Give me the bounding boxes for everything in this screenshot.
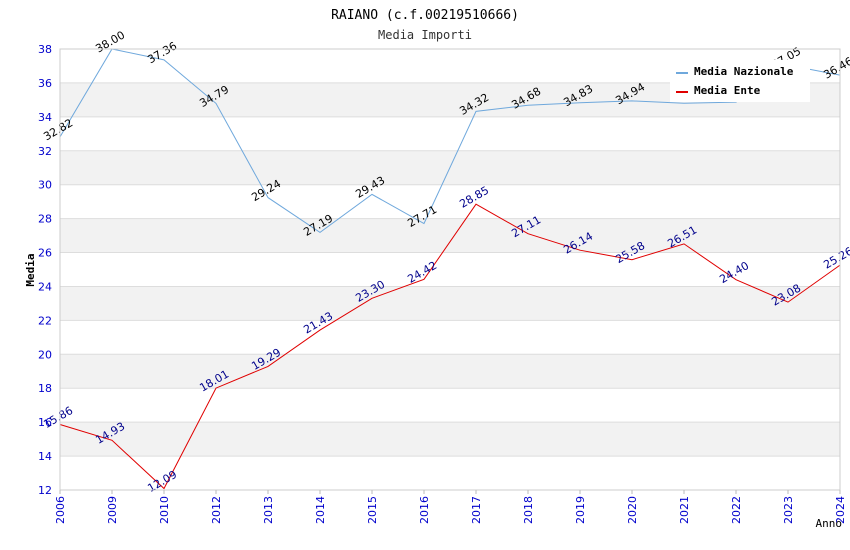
y-tick-labels: 12 14 16 18 20 22 24 26 28 30 32 34 36 38 xyxy=(38,43,52,497)
data-label: 12.09 xyxy=(145,468,179,495)
plot-border xyxy=(59,48,841,491)
data-label: 36.46 xyxy=(821,55,850,82)
legend-label-media-ente: Media Ente xyxy=(694,84,761,97)
grid-band xyxy=(60,354,840,389)
x-axis-label: Anno xyxy=(816,517,843,530)
y-axis-label: Media xyxy=(24,253,37,286)
data-label: 24.40 xyxy=(717,259,751,286)
x-tick-label: 2018 xyxy=(522,496,535,524)
x-tick-label: 2017 xyxy=(470,496,483,524)
y-tick-label: 18 xyxy=(38,382,52,395)
y-tick-label: 16 xyxy=(38,416,52,429)
x-tick-label: 2016 xyxy=(418,496,431,524)
grid-band xyxy=(60,286,840,321)
x-tick-label: 2010 xyxy=(158,496,171,524)
x-tick-label: 2006 xyxy=(54,496,67,524)
y-tick-label: 38 xyxy=(38,43,52,56)
x-tick-label: 2021 xyxy=(678,496,691,524)
grid-bands xyxy=(60,82,840,457)
y-tick-label: 32 xyxy=(38,145,52,158)
data-label: 24.42 xyxy=(405,259,439,286)
chart-subtitle: Media Importi xyxy=(378,28,472,42)
y-tick-label: 20 xyxy=(38,348,52,361)
legend: Media Nazionale Media Ente xyxy=(670,60,810,102)
y-tick-label: 34 xyxy=(38,111,52,124)
grid-band xyxy=(60,422,840,457)
data-label: 37.36 xyxy=(145,39,179,66)
x-tick-label: 2015 xyxy=(366,496,379,524)
y-tick-label: 12 xyxy=(38,484,52,497)
y-tick-label: 36 xyxy=(38,77,52,90)
y-tick-label: 30 xyxy=(38,179,52,192)
y-tick-label: 14 xyxy=(38,450,52,463)
x-tick-label: 2022 xyxy=(730,496,743,524)
grid-lines xyxy=(60,48,840,491)
legend-label-media-nazionale: Media Nazionale xyxy=(694,65,794,78)
y-tick-label: 24 xyxy=(38,280,52,293)
x-tick-label: 2014 xyxy=(314,496,327,524)
x-tick-label: 2023 xyxy=(782,496,795,524)
y-tick-label: 28 xyxy=(38,213,52,226)
series-lines xyxy=(59,48,841,490)
y-tick-label: 22 xyxy=(38,314,52,327)
x-tick-label: 2009 xyxy=(106,496,119,524)
grid-band xyxy=(60,218,840,253)
x-tick-label: 2020 xyxy=(626,496,639,524)
x-tick-label: 2013 xyxy=(262,496,275,524)
x-tick-labels: 2006 2009 2010 2012 2013 2014 2015 2016 2017 2018… xyxy=(54,490,847,524)
y-tick-label: 26 xyxy=(38,247,52,260)
legend-box xyxy=(670,60,810,102)
series-line-media-ente xyxy=(59,203,841,490)
series-line-media-nazionale xyxy=(59,48,841,234)
x-tick-label: 2012 xyxy=(210,496,223,524)
axes xyxy=(59,48,841,491)
chart-title: RAIANO (c.f.00219510666) xyxy=(331,8,519,23)
x-tick-label: 2019 xyxy=(574,496,587,524)
x-tick-label: 2024 xyxy=(834,496,847,524)
